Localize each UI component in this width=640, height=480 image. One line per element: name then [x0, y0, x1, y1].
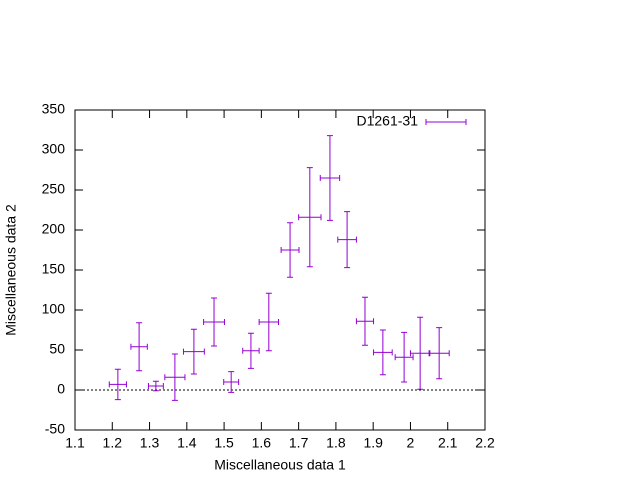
y-error-bar: [114, 368, 121, 401]
y-tick-label: 250: [42, 181, 66, 197]
x-tick-label: 2.2: [475, 435, 495, 451]
x-axis-label: Miscellaneous data 1: [214, 457, 346, 473]
y-error-bar: [379, 329, 386, 376]
y-error-bar: [306, 167, 313, 268]
legend-label: D1261-31: [357, 113, 419, 129]
y-error-bar: [211, 297, 218, 347]
y-tick-label: 100: [42, 301, 66, 317]
x-tick-label: 1.8: [326, 435, 346, 451]
x-tick-label: 1.5: [214, 435, 234, 451]
x-tick-label: 1.4: [177, 435, 197, 451]
y-tick-label: 150: [42, 261, 66, 277]
plot-frame: [74, 109, 486, 431]
x-tick-label: 1.7: [289, 435, 309, 451]
y-error-bar: [228, 371, 235, 393]
y-error-bar: [344, 211, 351, 269]
x-tick-label: 2: [407, 435, 415, 451]
x-tick-label: 1.2: [103, 435, 123, 451]
y-error-bar: [361, 296, 368, 346]
y-axis-label: Miscellaneous data 2: [3, 204, 19, 336]
y-tick-label: 350: [42, 101, 66, 117]
y-error-bar: [136, 322, 143, 372]
x-tick-label: 2.1: [438, 435, 458, 451]
y-tick-label: 50: [49, 341, 65, 357]
y-tick-label: 0: [57, 381, 65, 397]
y-error-bar: [190, 328, 197, 375]
y-tick-label: -50: [45, 421, 65, 437]
y-error-bar: [326, 135, 333, 221]
y-error-bar: [152, 380, 159, 392]
y-error-bar: [401, 331, 408, 383]
y-error-bar: [265, 292, 272, 352]
x-tick-label: 1.1: [65, 435, 85, 451]
y-error-bar: [247, 332, 254, 369]
legend-sample: [425, 119, 467, 125]
y-error-bar: [436, 327, 443, 380]
y-tick-label: 300: [42, 141, 66, 157]
y-tick-label: 200: [42, 221, 66, 237]
y-error-bar: [417, 316, 424, 390]
x-tick-label: 1.9: [363, 435, 383, 451]
x-tick-label: 1.6: [252, 435, 272, 451]
y-error-bar: [287, 222, 294, 278]
x-tick-label: 1.3: [140, 435, 160, 451]
y-error-bar: [171, 353, 178, 401]
